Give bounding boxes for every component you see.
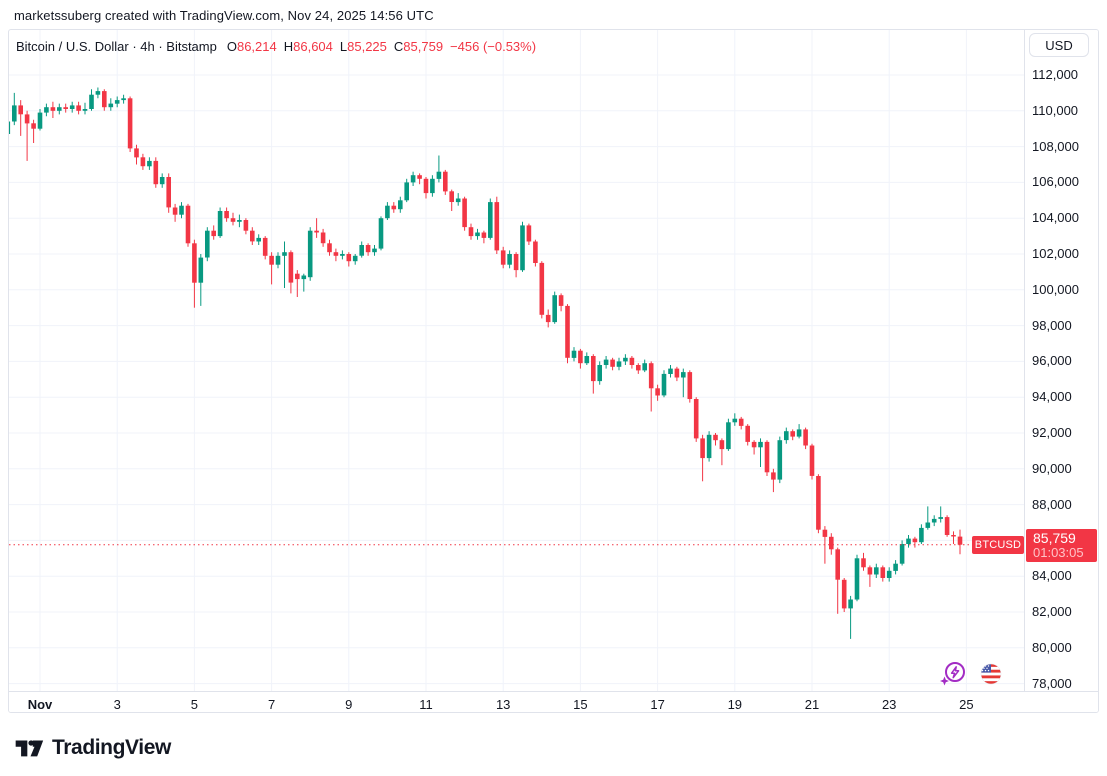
high-value: 86,604 <box>293 38 333 54</box>
us-flag-icon[interactable] <box>979 662 1003 686</box>
price-axis-label: 110,000 <box>1032 102 1079 118</box>
price-axis-label: 82,000 <box>1032 604 1072 619</box>
time-axis-label: 17 <box>650 697 665 712</box>
low-value: 85,225 <box>347 38 387 54</box>
time-axis-label: 25 <box>959 697 974 712</box>
spark-lightning-icon[interactable] <box>939 661 967 687</box>
tradingview-wordmark[interactable]: TradingView <box>52 736 171 759</box>
symbol-price-tag: BTCUSD <box>972 535 1024 554</box>
open-value: 86,214 <box>236 38 277 54</box>
time-axis-label: 7 <box>267 697 276 712</box>
price-axis-label: 102,000 <box>1032 246 1079 261</box>
price-axis-label: 96,000 <box>1032 353 1072 369</box>
current-price-label: 85,759 01:03:05 <box>1026 528 1097 562</box>
price-axis-label: 84,000 <box>1032 568 1072 584</box>
time-axis-label: 3 <box>113 697 121 712</box>
price-axis-label: 92,000 <box>1032 425 1072 440</box>
time-axis-label: 11 <box>419 697 433 712</box>
price-axis-label: 88,000 <box>1032 496 1072 512</box>
time-axis-label: 19 <box>727 697 743 712</box>
close-value: 85,759 <box>403 38 444 54</box>
time-axis-label: Nov <box>27 697 53 712</box>
price-axis-label: 112,000 <box>1032 67 1079 82</box>
time-axis-label: 15 <box>573 697 588 712</box>
price-axis-label: 90,000 <box>1032 460 1072 476</box>
price-axis-label: 80,000 <box>1032 639 1072 655</box>
time-axis-label: 21 <box>804 697 820 712</box>
attribution-text: marketssuberg created with TradingView.c… <box>14 8 434 23</box>
chart-legend: Bitcoin / U.S. Dollar · 4h · Bitstamp O8… <box>16 37 536 55</box>
price-axis-label: 106,000 <box>1032 174 1079 190</box>
candle-countdown: 01:03:05 <box>1033 544 1084 560</box>
symbol-title: Bitcoin / U.S. Dollar · 4h · Bitstamp <box>16 38 217 54</box>
time-axis-label: 23 <box>881 697 897 712</box>
price-axis-label: 98,000 <box>1032 317 1072 333</box>
high-key: H <box>283 38 294 54</box>
ohlc-values: O86,214 H86,604 L85,225 C85,759 <box>227 39 450 54</box>
price-axis-label: 94,000 <box>1032 389 1072 405</box>
current-price-value: 85,759 <box>1033 529 1076 546</box>
chart-card: Bitcoin / U.S. Dollar · 4h · Bitstamp O8… <box>8 29 1099 713</box>
time-axis-label: 13 <box>495 697 511 712</box>
tradingview-logo-icon[interactable] <box>14 738 44 758</box>
currency-button[interactable]: USD <box>1029 33 1089 57</box>
candlestick-plot[interactable] <box>9 30 1024 691</box>
price-axis-label: 108,000 <box>1032 138 1079 154</box>
price-axis-label: 104,000 <box>1032 210 1079 226</box>
price-axis-label: 78,000 <box>1032 675 1072 691</box>
time-axis[interactable]: Nov 3 5 7 9 11 13 15 17 19 21 23 25 <box>9 691 1098 712</box>
low-key: L <box>339 38 348 54</box>
close-key: C <box>393 38 404 54</box>
time-axis-label: 5 <box>190 697 199 712</box>
time-axis-label: 9 <box>345 697 353 712</box>
price-axis[interactable]: USD 112,000 110,000 108,000 106,000 104,000 1… <box>1024 30 1098 691</box>
change-value: −456 (−0.53%) <box>450 38 537 54</box>
footer: TradingView <box>14 736 171 760</box>
snapshot-reactions <box>939 660 1014 688</box>
price-axis-label: 100,000 <box>1032 281 1079 297</box>
open-key: O <box>226 38 237 54</box>
